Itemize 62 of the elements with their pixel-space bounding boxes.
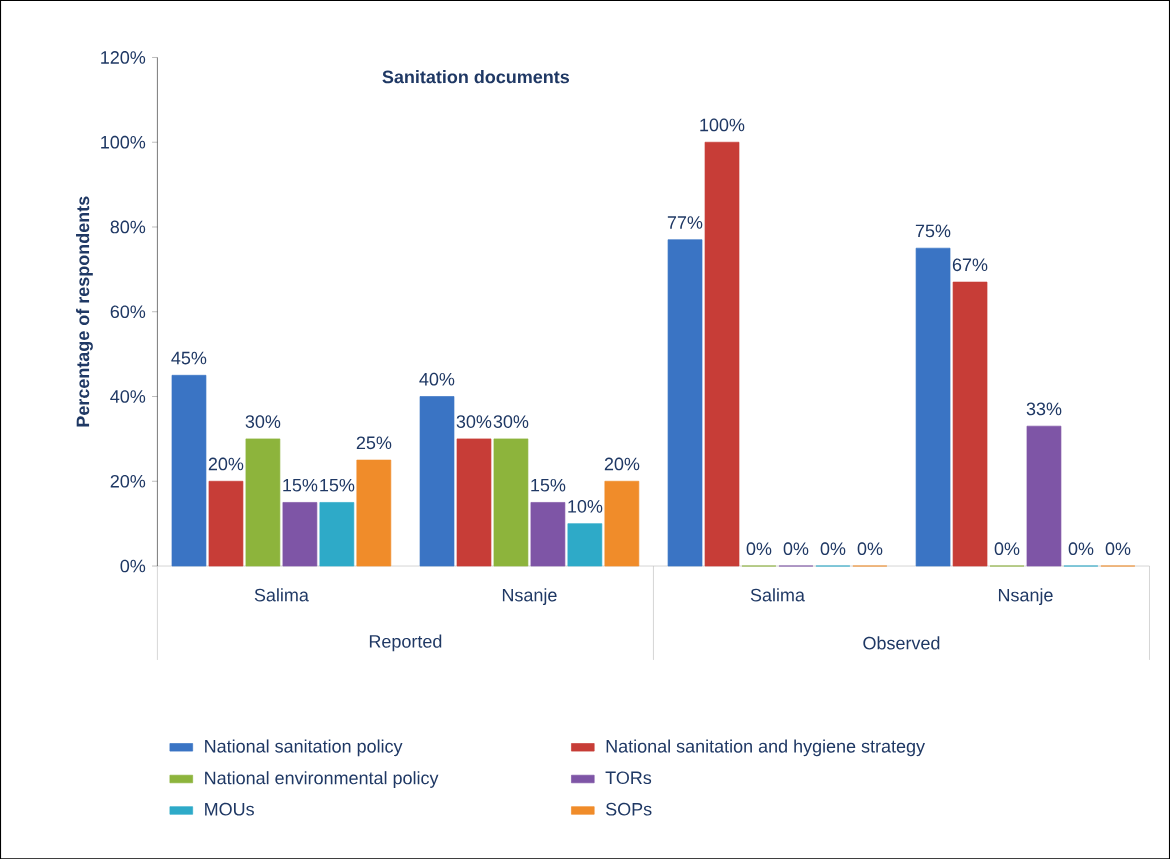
data-label: 10% — [568, 499, 603, 513]
text: Observed — [863, 636, 940, 650]
text: Sanitation documents — [382, 69, 570, 84]
x-tick-label: Salima — [750, 588, 805, 602]
data-label: 67% — [952, 258, 988, 272]
bar — [356, 459, 392, 567]
data-label: 0% — [857, 542, 883, 555]
text: Reported — [369, 634, 442, 652]
legend-label: MOUs — [205, 802, 254, 816]
legend-label: TORs — [605, 771, 652, 784]
bar — [456, 438, 492, 567]
data-label: 15% — [283, 478, 318, 492]
bar — [1026, 425, 1062, 567]
data-label: 15% — [531, 478, 566, 492]
bar — [567, 523, 603, 567]
bar — [915, 247, 951, 567]
legend-label: SOPs — [605, 802, 652, 816]
y-tick-label: 20% — [110, 474, 146, 488]
bar — [604, 480, 640, 567]
data-label: 45% — [171, 351, 207, 365]
bar — [667, 239, 703, 567]
data-label: 75% — [915, 224, 951, 238]
bar — [530, 501, 566, 567]
y-tick-label: 100% — [101, 135, 146, 149]
bar — [419, 396, 455, 567]
legend-label: National sanitation and hygiene strategy — [606, 739, 925, 757]
y-tick-label: 80% — [110, 220, 146, 234]
data-label: 25% — [356, 436, 392, 449]
y-axis-title: Percentage of respondents — [76, 196, 93, 427]
data-label: 30% — [493, 415, 529, 428]
data-label: 0% — [746, 542, 772, 555]
data-label: 20% — [604, 457, 640, 471]
data-label: 0% — [820, 542, 846, 555]
bar — [319, 501, 355, 567]
x-tick-label: Salima — [254, 588, 309, 602]
bar — [245, 438, 281, 567]
legend-label: National sanitation policy — [205, 739, 403, 757]
data-label: 30% — [245, 415, 281, 428]
data-label: 0% — [783, 542, 809, 555]
data-label: 33% — [1026, 402, 1062, 416]
bar — [282, 501, 318, 567]
legend-label: National environmental policy — [205, 771, 439, 788]
data-label: 15% — [320, 478, 355, 492]
bar — [952, 281, 988, 567]
bar — [493, 438, 529, 567]
x-tick-label: Nsanje — [998, 588, 1053, 605]
y-tick-label: 60% — [110, 305, 146, 318]
data-label: 0% — [994, 542, 1020, 555]
data-label: 30% — [456, 415, 492, 428]
data-label: 0% — [1105, 542, 1131, 555]
y-tick-label: 120% — [101, 50, 146, 64]
data-label: 77% — [667, 216, 703, 229]
bar — [704, 141, 740, 567]
data-label: 100% — [700, 118, 745, 132]
data-label: 0% — [1068, 542, 1094, 555]
y-tick-label: 40% — [110, 390, 146, 403]
data-label: 20% — [208, 457, 244, 471]
y-tick-label: 0% — [120, 559, 146, 573]
x-tick-label: Nsanje — [502, 588, 557, 605]
data-label: 40% — [419, 372, 455, 386]
bar — [208, 480, 244, 567]
bar — [171, 374, 207, 567]
